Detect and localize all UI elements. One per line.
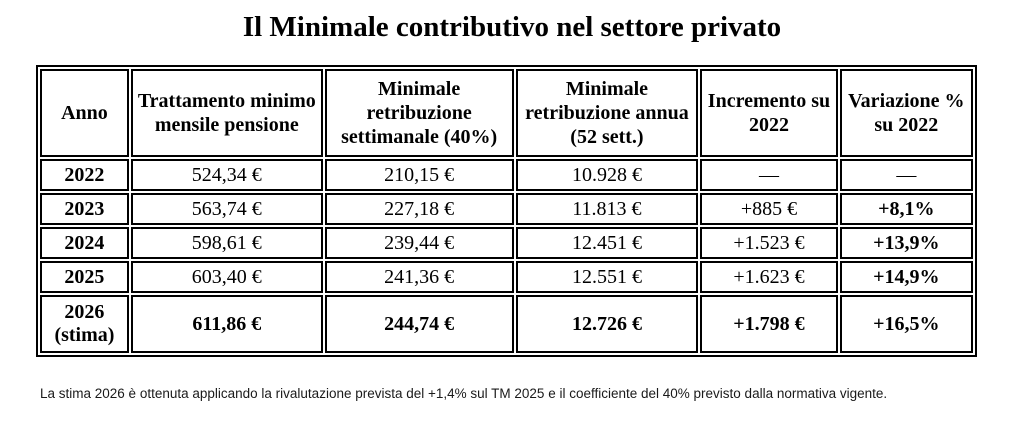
- cell-anno: 2024: [40, 227, 129, 260]
- cell-trattamento: 563,74 €: [130, 193, 323, 226]
- cell-variazione: +16,5%: [839, 295, 973, 354]
- cell-annuo: 10.928 €: [515, 159, 699, 192]
- cell-settimanale: 239,44 €: [324, 227, 514, 260]
- column-header-trattamento-minimo: Trattamento minimo mensile pensione: [130, 69, 323, 158]
- cell-variazione: +13,9%: [839, 227, 973, 260]
- cell-anno: 2026 (stima): [40, 295, 129, 354]
- cell-incremento: —: [700, 159, 838, 192]
- cell-settimanale: 210,15 €: [324, 159, 514, 192]
- estimate-footnote: La stima 2026 è ottenuta applicando la r…: [40, 386, 888, 402]
- table-row-2026-stima: 2026 (stima) 611,86 € 244,74 € 12.726 € …: [40, 295, 973, 354]
- cell-incremento: +1.798 €: [700, 295, 838, 354]
- table-row-2024: 2024 598,61 € 239,44 € 12.451 € +1.523 €…: [40, 227, 973, 260]
- table-row-2023: 2023 563,74 € 227,18 € 11.813 € +885 € +…: [40, 193, 973, 226]
- cell-trattamento: 598,61 €: [130, 227, 323, 260]
- column-header-minimale-annuo: Minimale retribuzione annua (52 sett.): [515, 69, 699, 158]
- cell-trattamento: 524,34 €: [130, 159, 323, 192]
- cell-settimanale: 227,18 €: [324, 193, 514, 226]
- column-header-minimale-settimanale: Minimale retribuzione settimanale (40%): [324, 69, 514, 158]
- header-row: Anno Trattamento minimo mensile pensione…: [40, 69, 973, 158]
- cell-variazione: +8,1%: [839, 193, 973, 226]
- cell-annuo: 12.551 €: [515, 261, 699, 294]
- cell-settimanale: 244,74 €: [324, 295, 514, 354]
- table-row-2022: 2022 524,34 € 210,15 € 10.928 € — —: [40, 159, 973, 192]
- column-header-anno: Anno: [40, 69, 129, 158]
- cell-annuo: 12.451 €: [515, 227, 699, 260]
- cell-anno: 2023: [40, 193, 129, 226]
- page-title: Il Minimale contributivo nel settore pri…: [242, 11, 782, 43]
- cell-anno: 2022: [40, 159, 129, 192]
- cell-annuo: 11.813 €: [515, 193, 699, 226]
- cell-settimanale: 241,36 €: [324, 261, 514, 294]
- column-header-variazione: Variazione % su 2022: [839, 69, 973, 158]
- cell-anno: 2025: [40, 261, 129, 294]
- cell-annuo: 12.726 €: [515, 295, 699, 354]
- cell-variazione: —: [839, 159, 973, 192]
- contribution-minimum-table: Anno Trattamento minimo mensile pensione…: [36, 65, 977, 358]
- column-header-incremento: Incremento su 2022: [700, 69, 838, 158]
- cell-variazione: +14,9%: [839, 261, 973, 294]
- cell-trattamento: 611,86 €: [130, 295, 323, 354]
- cell-trattamento: 603,40 €: [130, 261, 323, 294]
- cell-incremento: +1.623 €: [700, 261, 838, 294]
- table-body: 2022 524,34 € 210,15 € 10.928 € — — 2023…: [40, 159, 973, 354]
- table-header: Anno Trattamento minimo mensile pensione…: [40, 69, 973, 158]
- cell-incremento: +1.523 €: [700, 227, 838, 260]
- table-row-2025: 2025 603,40 € 241,36 € 12.551 € +1.623 €…: [40, 261, 973, 294]
- cell-incremento: +885 €: [700, 193, 838, 226]
